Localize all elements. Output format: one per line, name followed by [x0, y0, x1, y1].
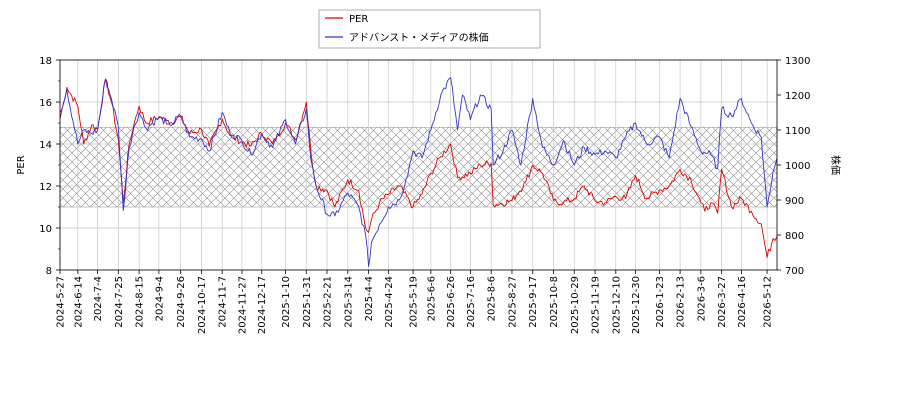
hatched-band	[59, 126, 778, 208]
x-tick-label: 2024-12-17	[257, 276, 268, 334]
series-layer	[60, 77, 777, 267]
x-tick-label: 2026-5-12	[763, 276, 774, 328]
y-tick-label-left: 14	[39, 140, 52, 151]
legend: PER アドバンスト・メディアの株価	[318, 9, 541, 49]
x-tick-label: 2025-9-17	[528, 276, 539, 328]
x-tick-label: 2026-1-23	[655, 276, 666, 328]
x-tick-label: 2026-3-6	[696, 276, 707, 321]
x-tick-label: 2024-10-17	[197, 276, 208, 334]
x-tick-label: 2024-9-4	[154, 276, 165, 321]
y-tick-label-right: 1000	[785, 161, 810, 172]
y-axis-label-left: PER	[16, 155, 27, 174]
x-tick-label: 2026-4-16	[737, 276, 748, 328]
x-tick-label: 2024-9-26	[176, 276, 187, 328]
y-tick-label-left: 12	[39, 182, 52, 193]
x-tick-label: 2025-1-10	[281, 276, 292, 328]
x-tick-label: 2025-10-8	[549, 276, 560, 328]
y-tick-label-right: 1200	[785, 91, 810, 102]
x-tick-label: 2024-7-25	[114, 276, 125, 328]
series-line-per	[60, 78, 777, 258]
x-tick-label: 2024-6-14	[73, 276, 84, 328]
hatched-band-layer	[59, 126, 778, 208]
x-tick-label: 2025-3-14	[343, 276, 354, 328]
x-tick-label: 2025-2-21	[323, 276, 334, 328]
x-tick-label: 2025-8-6	[487, 276, 498, 321]
axis-layer: 8 10 12 14 16 18 700 800 900 1000 1100 1200 1300 2024…	[39, 56, 810, 334]
y-tick-label-right: 1300	[785, 56, 810, 67]
x-tick-label: 2026-3-27	[717, 276, 728, 328]
y-axis-label-right: 株価	[829, 155, 842, 175]
y-tick-label-left: 10	[39, 224, 52, 235]
x-tick-label: 2024-11-7	[218, 276, 229, 328]
x-tick-label: 2024-5-27	[56, 276, 67, 328]
x-tick-label: 2025-10-29	[570, 276, 581, 334]
x-tick-label: 2025-11-19	[591, 276, 602, 334]
legend-label-per: PER	[349, 14, 368, 25]
y-tick-label-left: 8	[46, 266, 52, 277]
x-tick-label: 2025-6-6	[426, 276, 437, 321]
x-tick-label: 2025-8-27	[507, 276, 518, 328]
legend-box	[318, 9, 541, 49]
y-tick-label-right: 700	[785, 266, 804, 277]
y-tick-label-right: 1100	[785, 126, 810, 137]
x-tick-label: 2025-12-10	[611, 276, 622, 334]
x-tick-label: 2025-1-31	[302, 276, 313, 328]
x-tick-label: 2026-2-13	[676, 276, 687, 328]
x-tick-label: 2025-4-24	[384, 276, 395, 328]
y-tick-label-right: 900	[785, 196, 804, 207]
x-tick-label: 2025-7-16	[466, 276, 477, 328]
y-tick-label-right: 800	[785, 231, 804, 242]
x-tick-label: 2024-11-27	[237, 276, 248, 334]
y-tick-label-left: 16	[39, 98, 52, 109]
y-tick-label-left: 18	[39, 56, 52, 67]
x-tick-label: 2025-5-19	[409, 276, 420, 328]
grid-layer	[59, 59, 777, 271]
x-tick-label: 2025-6-26	[446, 276, 457, 328]
series-line-stock-price	[60, 77, 777, 267]
legend-label-stock-price: アドバンスト・メディアの株価	[349, 31, 489, 44]
x-tick-label: 2024-8-15	[135, 276, 146, 328]
x-tick-label: 2025-4-4	[364, 276, 375, 321]
x-tick-label: 2024-7-4	[93, 276, 104, 321]
x-tick-label: 2025-12-30	[631, 276, 642, 334]
